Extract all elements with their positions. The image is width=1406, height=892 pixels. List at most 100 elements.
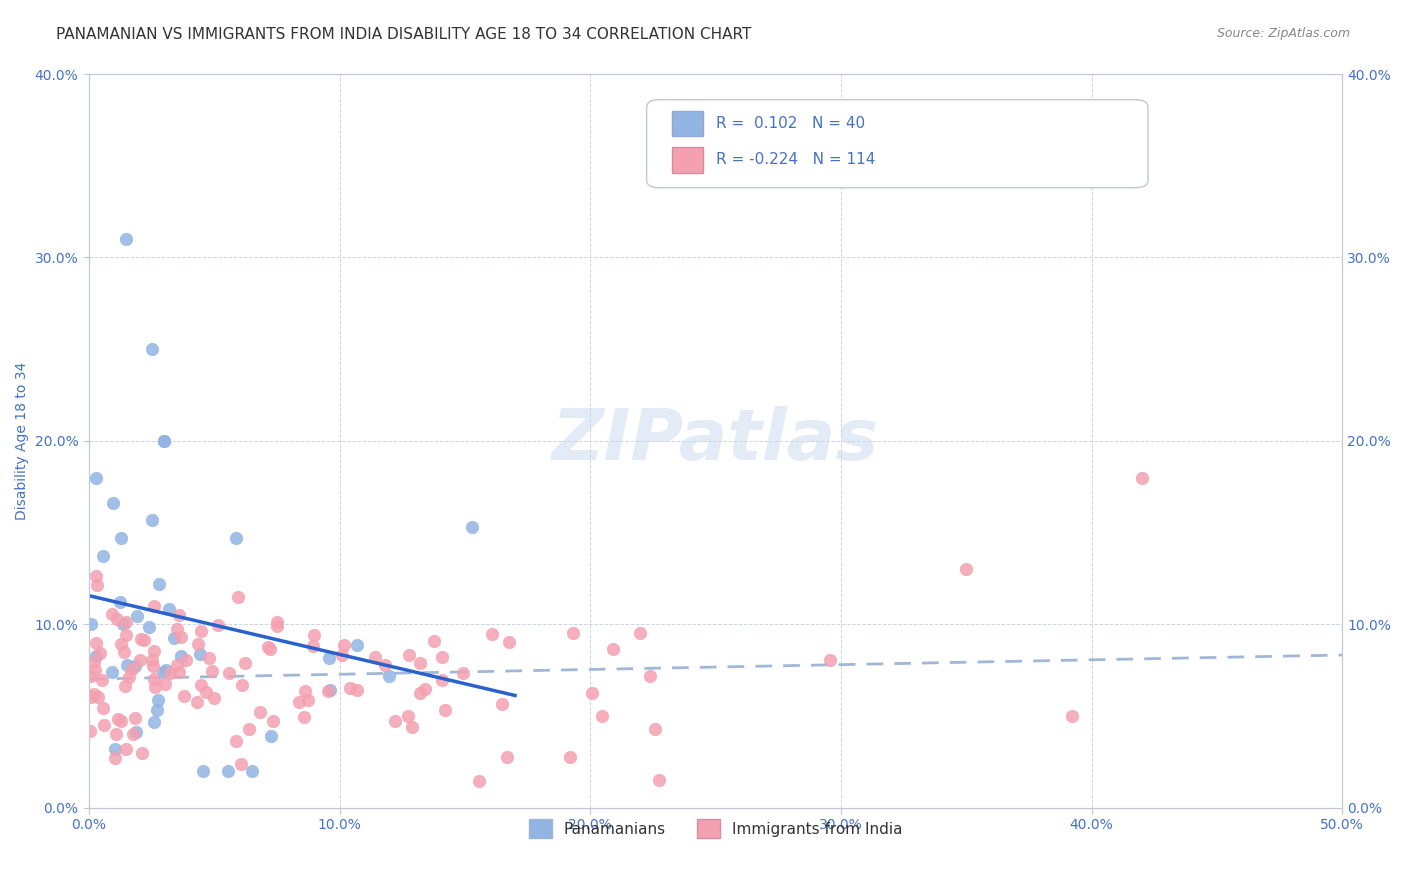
Legend: Panamanians, Immigrants from India: Panamanians, Immigrants from India [523,814,908,844]
Point [163,631,186,645]
Point [84,663,107,677]
Point [591,709,613,723]
Point [396,709,419,723]
Point [107,712,129,726]
Point [134,632,156,647]
Point [83,655,105,669]
Point [124,659,146,673]
Point [378,669,401,683]
Point [118,670,141,684]
Point [110,637,132,651]
Point [83,688,105,702]
Point [80,669,103,683]
Point [87,690,110,704]
Point [318,651,340,665]
Point [194,685,217,699]
Point [174,653,197,667]
Point [240,764,263,778]
Point [91,673,114,687]
Point [225,734,247,748]
Point [112,644,135,658]
FancyBboxPatch shape [672,111,703,136]
Point [155,677,177,691]
Point [332,638,354,652]
Point [226,590,249,604]
Point [86,649,108,664]
Point [294,710,316,724]
Point [125,609,148,624]
Point [644,722,666,736]
Point [124,725,146,739]
Point [138,620,160,634]
Point [101,496,124,510]
Point [131,747,153,761]
Text: PANAMANIAN VS IMMIGRANTS FROM INDIA DISABILITY AGE 18 TO 34 CORRELATION CHART: PANAMANIAN VS IMMIGRANTS FROM INDIA DISA… [56,27,752,42]
Point [225,531,247,545]
Point [190,624,212,639]
Point [142,599,165,613]
Point [1130,470,1153,484]
Point [187,637,209,651]
Point [79,690,101,705]
Point [166,622,188,636]
Point [374,657,396,672]
Point [142,644,165,658]
Point [201,664,224,678]
Point [460,520,482,534]
Point [86,578,108,592]
Point [114,627,136,641]
Point [84,471,107,485]
Point [581,686,603,700]
Point [562,626,585,640]
Point [188,647,211,661]
Point [84,569,107,583]
Point [818,653,841,667]
Point [238,723,260,737]
Y-axis label: Disability Age 18 to 34: Disability Age 18 to 34 [15,362,30,520]
Point [288,696,311,710]
Point [496,750,519,764]
Point [316,683,339,698]
Point [141,513,163,527]
Point [115,657,138,672]
Point [186,695,208,709]
Point [198,651,221,665]
Point [398,648,420,662]
Point [170,630,193,644]
Point [122,727,145,741]
Point [145,703,167,717]
Point [93,717,115,731]
Point [481,627,503,641]
Point [167,608,190,623]
Point [648,773,671,788]
Point [256,640,278,654]
Text: Source: ZipAtlas.com: Source: ZipAtlas.com [1216,27,1350,40]
Point [423,634,446,648]
Point [110,531,132,545]
Point [104,751,127,765]
Point [152,665,174,680]
Point [430,649,453,664]
Point [408,656,430,670]
Point [364,650,387,665]
Point [115,232,138,246]
Point [217,764,239,778]
Point [259,641,281,656]
Point [207,618,229,632]
Point [159,665,181,680]
Point [104,742,127,756]
Point [91,549,114,563]
Point [105,612,128,626]
Point [231,757,253,772]
Point [142,659,165,673]
Point [498,635,520,649]
Point [143,680,166,694]
Point [80,617,103,632]
Point [128,653,150,667]
Point [218,666,240,681]
Text: ZIPatlas: ZIPatlas [553,407,879,475]
Point [1060,708,1083,723]
Point [468,774,491,789]
Point [231,677,253,691]
Point [148,576,170,591]
